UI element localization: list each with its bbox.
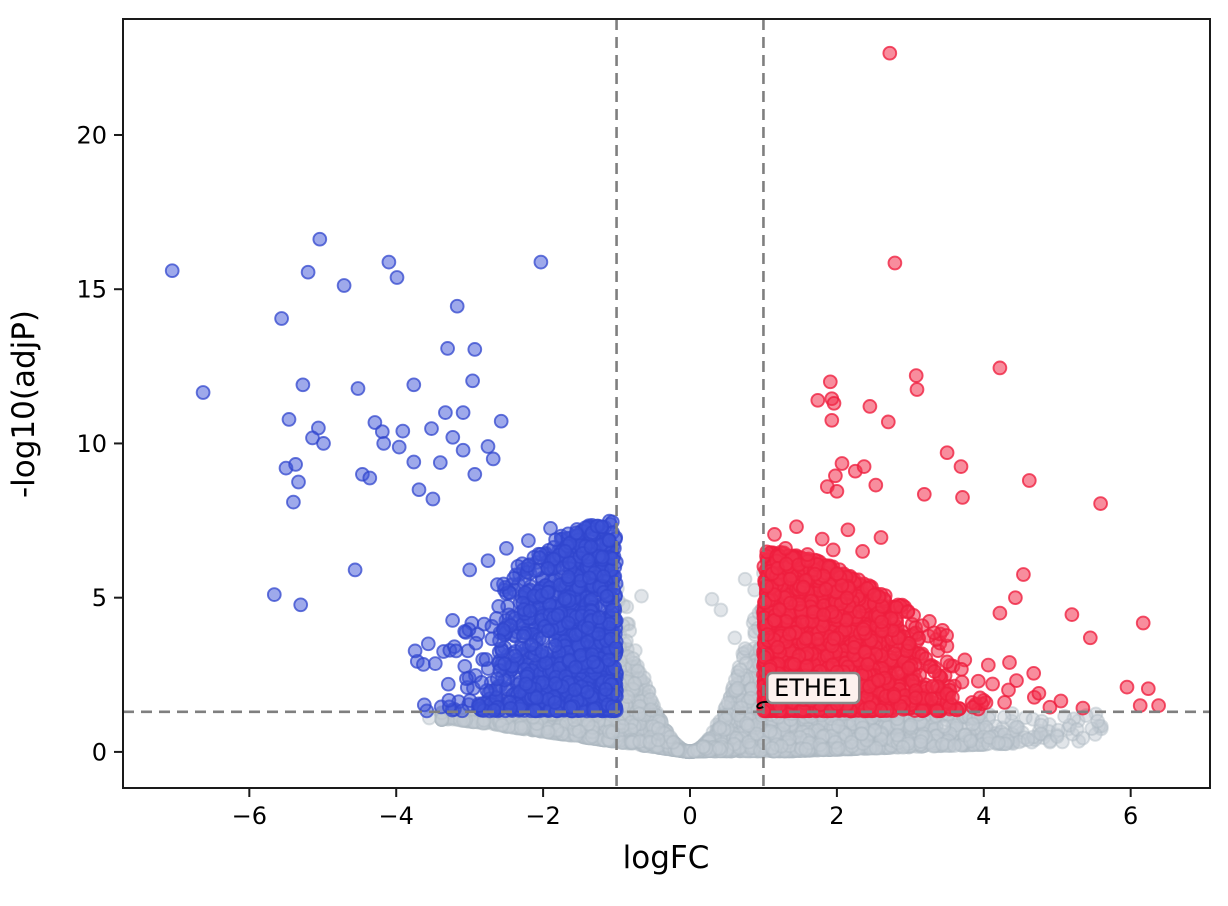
tick-label: −2 — [525, 802, 560, 830]
axes — [114, 18, 1211, 797]
tick-label: 6 — [1123, 802, 1138, 830]
threshold-lines — [123, 19, 1210, 788]
tick-label: 5 — [92, 584, 107, 612]
down-points — [164, 231, 624, 719]
tick-label: −4 — [379, 802, 414, 830]
y-axis-label: -log10(adjP) — [6, 310, 42, 498]
tick-label: 0 — [92, 738, 107, 766]
tick-label: 20 — [76, 121, 107, 149]
tick-label: −6 — [232, 802, 267, 830]
tick-label: 4 — [976, 802, 991, 830]
tick-label: 0 — [682, 802, 697, 830]
ns-points — [421, 565, 1109, 760]
y-tick-labels: 0 5 10 15 20 — [76, 121, 107, 766]
gene-label-box — [765, 671, 861, 705]
tick-label: 10 — [76, 430, 107, 458]
annotation-ethe1: ETHE1 — [756, 671, 861, 709]
tick-label: 2 — [829, 802, 844, 830]
tick-label: 15 — [76, 276, 107, 304]
x-axis-label: logFC — [623, 840, 710, 876]
gene-label-text: ETHE1 — [774, 674, 852, 702]
x-tick-labels: −6 −4 −2 0 2 4 6 — [232, 802, 1139, 830]
up-points — [756, 45, 1166, 719]
